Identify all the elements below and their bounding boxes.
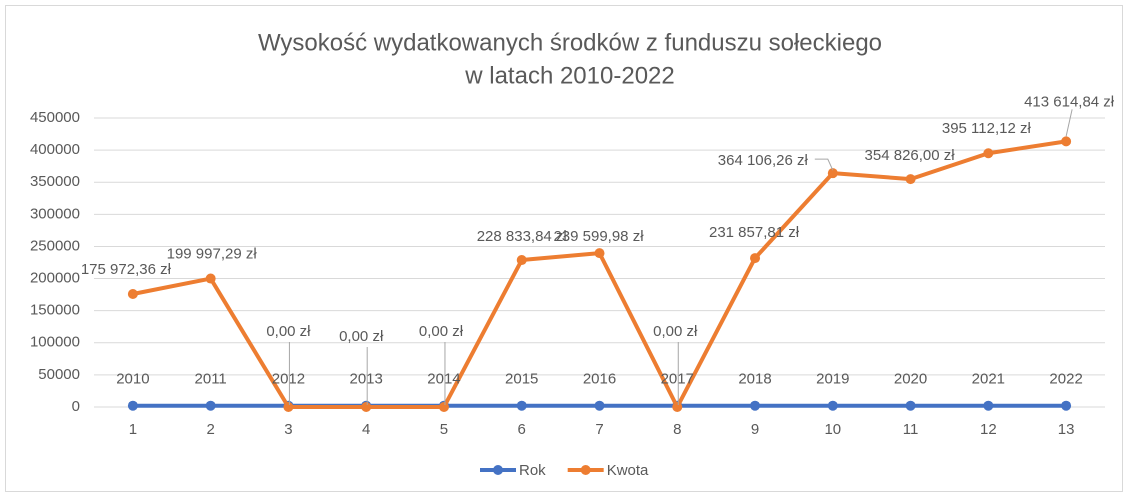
chart-title: Wysokość wydatkowanych środków z fundusz…	[258, 29, 882, 56]
y-tick-label: 0	[72, 398, 80, 415]
legend-marker	[493, 465, 503, 475]
legend-marker	[581, 465, 591, 475]
data-label: 239 599,98 zł	[553, 228, 644, 245]
x-tick-label: 8	[673, 421, 681, 438]
y-tick-label: 50000	[38, 366, 80, 383]
x-tick-label: 3	[284, 421, 292, 438]
y-tick-label: 400000	[30, 141, 80, 158]
data-point	[206, 274, 216, 284]
x-tick-label: 11	[903, 421, 919, 438]
data-point	[128, 401, 138, 411]
data-point	[206, 401, 216, 411]
data-label: 2022	[1049, 371, 1082, 388]
data-label: 0,00 zł	[653, 323, 698, 340]
data-point	[128, 289, 138, 299]
data-label: 2017	[661, 371, 694, 388]
legend-label: Kwota	[607, 462, 649, 479]
data-label: 175 972,36 zł	[81, 261, 172, 278]
data-point	[906, 401, 916, 411]
y-tick-label: 100000	[30, 334, 80, 351]
data-point	[828, 401, 838, 411]
x-tick-label: 5	[440, 421, 448, 438]
data-point	[1061, 136, 1071, 146]
data-point	[750, 253, 760, 263]
y-tick-label: 450000	[30, 109, 80, 126]
data-label: 231 857,81 zł	[709, 224, 800, 241]
data-point	[517, 255, 527, 265]
x-tick-label: 10	[824, 421, 841, 438]
y-tick-label: 250000	[30, 237, 80, 254]
x-tick-label: 12	[980, 421, 997, 438]
data-point	[983, 401, 993, 411]
y-tick-label: 200000	[30, 270, 80, 287]
data-label: 2015	[505, 371, 538, 388]
y-tick-label: 350000	[30, 173, 80, 190]
data-label: 395 112,12 zł	[942, 120, 1032, 137]
x-tick-label: 2	[206, 421, 214, 438]
data-point	[439, 402, 449, 412]
chart-title: w latach 2010-2022	[464, 62, 674, 89]
x-tick-label: 7	[595, 421, 603, 438]
x-tick-label: 9	[751, 421, 759, 438]
data-label: 199 997,29 zł	[167, 246, 258, 263]
data-point	[672, 402, 682, 412]
data-label: 2021	[972, 371, 1005, 388]
y-tick-label: 150000	[30, 302, 80, 319]
data-label: 0,00 zł	[266, 323, 311, 340]
data-label: 2012	[272, 371, 305, 388]
data-point	[595, 248, 605, 258]
data-label: 2010	[116, 371, 149, 388]
data-label: 2011	[195, 371, 227, 388]
data-label: 413 614,84 zł	[1024, 93, 1115, 110]
data-label: 2016	[583, 371, 616, 388]
data-label: 2013	[350, 371, 383, 388]
x-tick-label: 13	[1058, 421, 1075, 438]
data-label: 2018	[738, 371, 771, 388]
y-tick-label: 300000	[30, 205, 80, 222]
data-point	[361, 402, 371, 412]
data-point	[1061, 401, 1071, 411]
data-label: 2014	[427, 371, 460, 388]
x-tick-label: 6	[518, 421, 526, 438]
data-point	[750, 401, 760, 411]
data-point	[983, 148, 993, 158]
data-point	[283, 402, 293, 412]
x-tick-label: 1	[129, 421, 137, 438]
data-point	[906, 174, 916, 184]
legend-label: Rok	[519, 462, 546, 479]
data-label: 2020	[894, 371, 927, 388]
x-tick-label: 4	[362, 421, 370, 438]
data-label: 0,00 zł	[419, 323, 464, 340]
data-point	[517, 401, 527, 411]
data-label: 2019	[816, 371, 849, 388]
data-label: 354 826,00 zł	[865, 147, 956, 164]
data-point	[595, 401, 605, 411]
data-label: 0,00 zł	[339, 328, 384, 345]
data-label: 364 106,26 zł	[718, 152, 809, 169]
